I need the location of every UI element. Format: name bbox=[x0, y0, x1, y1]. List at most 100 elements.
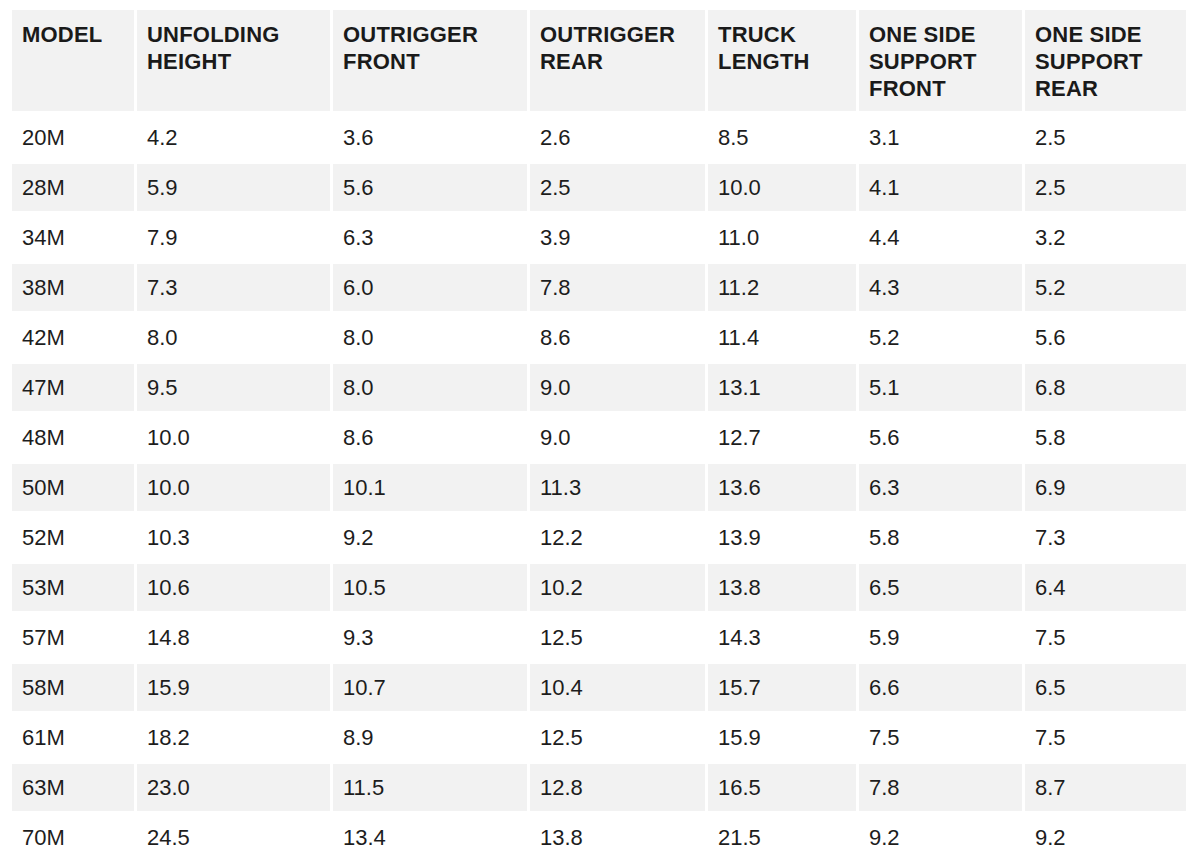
cell-unfolding-height: 7.9 bbox=[137, 214, 330, 261]
table-row: 20M4.23.62.68.53.12.5 bbox=[12, 114, 1186, 161]
cell-outrigger-front: 8.0 bbox=[333, 364, 527, 411]
cell-model: 57M bbox=[12, 614, 134, 661]
cell-unfolding-height: 23.0 bbox=[137, 764, 330, 811]
cell-truck-length: 10.0 bbox=[708, 164, 856, 211]
table-row: 70M24.513.413.821.59.29.2 bbox=[12, 814, 1186, 858]
cell-one-side-support-rear: 6.5 bbox=[1025, 664, 1186, 711]
cell-one-side-support-front: 5.2 bbox=[859, 314, 1022, 361]
cell-one-side-support-rear: 6.4 bbox=[1025, 564, 1186, 611]
cell-one-side-support-front: 3.1 bbox=[859, 114, 1022, 161]
cell-unfolding-height: 10.0 bbox=[137, 414, 330, 461]
table-row: 53M10.610.510.213.86.56.4 bbox=[12, 564, 1186, 611]
cell-one-side-support-rear: 3.2 bbox=[1025, 214, 1186, 261]
cell-one-side-support-rear: 5.8 bbox=[1025, 414, 1186, 461]
cell-unfolding-height: 9.5 bbox=[137, 364, 330, 411]
table-row: 34M7.96.33.911.04.43.2 bbox=[12, 214, 1186, 261]
cell-truck-length: 15.7 bbox=[708, 664, 856, 711]
table-row: 57M14.89.312.514.35.97.5 bbox=[12, 614, 1186, 661]
cell-one-side-support-front: 6.5 bbox=[859, 564, 1022, 611]
cell-outrigger-rear: 2.6 bbox=[530, 114, 705, 161]
table-row: 47M9.58.09.013.15.16.8 bbox=[12, 364, 1186, 411]
cell-model: 50M bbox=[12, 464, 134, 511]
cell-model: 61M bbox=[12, 714, 134, 761]
cell-model: 47M bbox=[12, 364, 134, 411]
cell-outrigger-front: 13.4 bbox=[333, 814, 527, 858]
cell-model: 52M bbox=[12, 514, 134, 561]
cell-outrigger-front: 10.7 bbox=[333, 664, 527, 711]
table-body: 20M4.23.62.68.53.12.528M5.95.62.510.04.1… bbox=[12, 114, 1186, 858]
cell-outrigger-front: 8.9 bbox=[333, 714, 527, 761]
table-row: 58M15.910.710.415.76.66.5 bbox=[12, 664, 1186, 711]
cell-unfolding-height: 7.3 bbox=[137, 264, 330, 311]
cell-unfolding-height: 10.6 bbox=[137, 564, 330, 611]
cell-one-side-support-rear: 6.8 bbox=[1025, 364, 1186, 411]
cell-model: 42M bbox=[12, 314, 134, 361]
cell-outrigger-front: 8.0 bbox=[333, 314, 527, 361]
cell-outrigger-front: 8.6 bbox=[333, 414, 527, 461]
cell-unfolding-height: 8.0 bbox=[137, 314, 330, 361]
cell-one-side-support-front: 5.9 bbox=[859, 614, 1022, 661]
cell-truck-length: 14.3 bbox=[708, 614, 856, 661]
table-row: 28M5.95.62.510.04.12.5 bbox=[12, 164, 1186, 211]
cell-truck-length: 13.1 bbox=[708, 364, 856, 411]
table-row: 52M10.39.212.213.95.87.3 bbox=[12, 514, 1186, 561]
cell-truck-length: 8.5 bbox=[708, 114, 856, 161]
cell-truck-length: 11.0 bbox=[708, 214, 856, 261]
cell-model: 63M bbox=[12, 764, 134, 811]
cell-outrigger-rear: 9.0 bbox=[530, 414, 705, 461]
cell-unfolding-height: 15.9 bbox=[137, 664, 330, 711]
cell-one-side-support-rear: 5.2 bbox=[1025, 264, 1186, 311]
cell-unfolding-height: 10.0 bbox=[137, 464, 330, 511]
cell-one-side-support-rear: 6.9 bbox=[1025, 464, 1186, 511]
column-header-outrigger-rear: OUTRIGGER REAR bbox=[530, 10, 705, 111]
cell-unfolding-height: 18.2 bbox=[137, 714, 330, 761]
cell-one-side-support-front: 6.3 bbox=[859, 464, 1022, 511]
cell-outrigger-front: 10.5 bbox=[333, 564, 527, 611]
cell-outrigger-rear: 13.8 bbox=[530, 814, 705, 858]
cell-outrigger-front: 9.3 bbox=[333, 614, 527, 661]
cell-one-side-support-rear: 2.5 bbox=[1025, 164, 1186, 211]
cell-unfolding-height: 4.2 bbox=[137, 114, 330, 161]
table-row: 38M7.36.07.811.24.35.2 bbox=[12, 264, 1186, 311]
cell-one-side-support-front: 5.1 bbox=[859, 364, 1022, 411]
cell-model: 53M bbox=[12, 564, 134, 611]
cell-one-side-support-front: 4.1 bbox=[859, 164, 1022, 211]
cell-unfolding-height: 5.9 bbox=[137, 164, 330, 211]
cell-outrigger-rear: 9.0 bbox=[530, 364, 705, 411]
table-header: MODELUNFOLDING HEIGHTOUTRIGGER FRONTOUTR… bbox=[12, 10, 1186, 111]
cell-outrigger-rear: 12.2 bbox=[530, 514, 705, 561]
cell-outrigger-front: 5.6 bbox=[333, 164, 527, 211]
cell-truck-length: 16.5 bbox=[708, 764, 856, 811]
cell-outrigger-front: 3.6 bbox=[333, 114, 527, 161]
cell-one-side-support-rear: 5.6 bbox=[1025, 314, 1186, 361]
column-header-outrigger-front: OUTRIGGER FRONT bbox=[333, 10, 527, 111]
cell-outrigger-rear: 8.6 bbox=[530, 314, 705, 361]
cell-model: 34M bbox=[12, 214, 134, 261]
cell-outrigger-rear: 3.9 bbox=[530, 214, 705, 261]
table-row: 61M18.28.912.515.97.57.5 bbox=[12, 714, 1186, 761]
table-row: 63M23.011.512.816.57.88.7 bbox=[12, 764, 1186, 811]
cell-one-side-support-rear: 8.7 bbox=[1025, 764, 1186, 811]
cell-one-side-support-rear: 9.2 bbox=[1025, 814, 1186, 858]
column-header-one-side-support-front: ONE SIDE SUPPORT FRONT bbox=[859, 10, 1022, 111]
column-header-model: MODEL bbox=[12, 10, 134, 111]
table-row: 42M8.08.08.611.45.25.6 bbox=[12, 314, 1186, 361]
cell-truck-length: 13.8 bbox=[708, 564, 856, 611]
page: MODELUNFOLDING HEIGHTOUTRIGGER FRONTOUTR… bbox=[0, 0, 1200, 858]
cell-truck-length: 15.9 bbox=[708, 714, 856, 761]
cell-model: 48M bbox=[12, 414, 134, 461]
cell-truck-length: 11.2 bbox=[708, 264, 856, 311]
cell-one-side-support-front: 4.4 bbox=[859, 214, 1022, 261]
cell-outrigger-rear: 10.4 bbox=[530, 664, 705, 711]
cell-one-side-support-rear: 7.5 bbox=[1025, 714, 1186, 761]
cell-outrigger-front: 11.5 bbox=[333, 764, 527, 811]
cell-one-side-support-front: 6.6 bbox=[859, 664, 1022, 711]
table-row: 50M10.010.111.313.66.36.9 bbox=[12, 464, 1186, 511]
cell-truck-length: 13.9 bbox=[708, 514, 856, 561]
cell-truck-length: 12.7 bbox=[708, 414, 856, 461]
cell-outrigger-rear: 10.2 bbox=[530, 564, 705, 611]
cell-truck-length: 13.6 bbox=[708, 464, 856, 511]
cell-model: 70M bbox=[12, 814, 134, 858]
cell-one-side-support-front: 9.2 bbox=[859, 814, 1022, 858]
column-header-unfolding-height: UNFOLDING HEIGHT bbox=[137, 10, 330, 111]
